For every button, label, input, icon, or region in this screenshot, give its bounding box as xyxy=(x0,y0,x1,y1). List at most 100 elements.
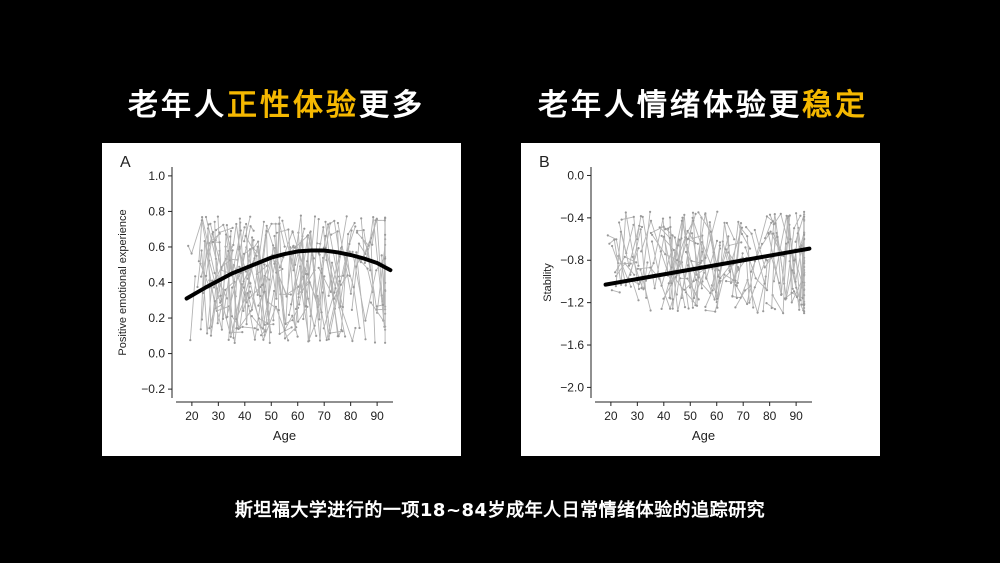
data-point xyxy=(299,214,302,217)
data-point xyxy=(261,327,264,330)
data-point xyxy=(364,319,367,322)
data-point xyxy=(249,310,252,313)
data-point xyxy=(306,260,309,263)
data-point xyxy=(201,216,204,219)
data-point xyxy=(317,252,320,255)
heading-left-highlight: 正性体验 xyxy=(227,88,359,123)
data-point xyxy=(278,222,281,226)
data-point xyxy=(383,219,386,222)
data-point xyxy=(199,328,202,331)
data-point xyxy=(327,294,330,297)
data-point xyxy=(734,279,737,282)
data-point xyxy=(686,229,689,233)
data-point xyxy=(284,322,287,326)
data-point xyxy=(325,338,328,342)
trajectory-line xyxy=(771,223,776,309)
data-point xyxy=(660,234,663,237)
data-point xyxy=(692,280,695,283)
trajectory-line xyxy=(722,241,730,271)
data-point xyxy=(318,318,321,321)
data-point xyxy=(345,215,348,218)
data-point xyxy=(660,307,663,310)
data-point xyxy=(704,256,707,259)
x-tick-label: 80 xyxy=(763,409,777,423)
data-point xyxy=(649,309,652,312)
data-point xyxy=(770,306,773,310)
y-tick-label: −0.8 xyxy=(560,253,584,267)
data-point xyxy=(670,282,673,285)
data-point xyxy=(676,309,679,312)
data-point xyxy=(291,314,294,317)
data-point xyxy=(252,239,255,242)
data-point xyxy=(330,261,334,264)
data-point xyxy=(754,277,757,280)
data-point xyxy=(242,286,245,289)
data-point xyxy=(231,226,234,229)
data-point xyxy=(259,285,262,289)
data-point xyxy=(691,211,695,214)
data-point xyxy=(637,247,640,250)
data-point xyxy=(724,248,727,251)
data-point xyxy=(238,265,241,268)
trend-line xyxy=(184,248,393,301)
data-point xyxy=(649,210,652,213)
data-point xyxy=(266,322,269,325)
data-point xyxy=(697,211,700,214)
data-point xyxy=(803,210,806,213)
data-point xyxy=(327,223,330,226)
trajectory-line xyxy=(745,257,767,303)
trajectory-line xyxy=(769,212,789,243)
data-point xyxy=(249,282,252,285)
data-point xyxy=(793,227,796,230)
data-point xyxy=(293,246,296,249)
trajectory-line xyxy=(671,220,694,308)
data-point xyxy=(235,318,238,321)
data-point xyxy=(268,341,271,344)
trajectory-line xyxy=(764,222,772,239)
data-point xyxy=(668,296,671,299)
data-point xyxy=(222,223,225,226)
data-point xyxy=(640,287,643,290)
data-point xyxy=(680,219,683,222)
data-point xyxy=(227,338,230,341)
data-point xyxy=(629,285,632,288)
data-point xyxy=(668,236,671,240)
data-point xyxy=(664,253,667,256)
data-point xyxy=(632,215,635,218)
data-point xyxy=(765,302,768,305)
data-point xyxy=(312,257,315,260)
data-point xyxy=(668,216,672,219)
data-point xyxy=(636,267,639,270)
data-point xyxy=(257,240,260,243)
data-point xyxy=(676,259,679,262)
trajectory-line xyxy=(211,283,217,327)
data-point xyxy=(373,341,377,344)
data-point xyxy=(283,329,286,332)
data-point xyxy=(275,297,278,300)
data-point xyxy=(235,327,238,330)
y-tick-label: −1.6 xyxy=(560,338,584,352)
data-point xyxy=(384,233,387,236)
trajectory-line xyxy=(261,217,280,299)
data-point xyxy=(207,223,210,226)
data-point xyxy=(717,275,720,278)
data-point xyxy=(629,273,632,276)
data-point xyxy=(787,241,790,244)
data-point xyxy=(360,217,363,220)
data-point xyxy=(216,322,219,325)
data-point xyxy=(744,246,747,249)
data-point xyxy=(273,262,276,265)
data-point xyxy=(256,293,259,296)
data-point xyxy=(246,292,249,295)
data-point xyxy=(232,336,235,339)
data-point xyxy=(697,298,700,301)
data-point xyxy=(764,258,768,261)
data-point xyxy=(779,212,782,215)
data-point xyxy=(346,274,349,277)
data-point xyxy=(776,235,779,239)
x-tick-label: 40 xyxy=(657,409,671,423)
data-point xyxy=(680,237,683,240)
trajectory-line xyxy=(337,222,366,340)
data-point xyxy=(200,275,203,278)
data-point xyxy=(351,339,354,343)
